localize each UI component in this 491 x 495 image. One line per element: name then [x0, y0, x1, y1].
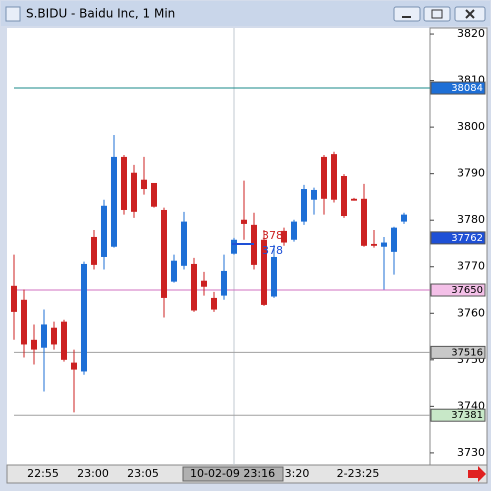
close-icon [465, 9, 475, 19]
price-label: 37516 [451, 347, 483, 358]
candle-body [11, 285, 17, 312]
candle-body [341, 175, 347, 217]
candle-body [381, 242, 387, 247]
annotation: 378 [262, 229, 283, 242]
price-label: 37650 [451, 285, 483, 296]
candle-body [211, 297, 217, 310]
y-tick-label: 3780 [457, 213, 485, 226]
candle-body [151, 182, 157, 207]
candle-body [261, 239, 267, 305]
x-tick-label: 3:20 [285, 467, 310, 480]
y-tick-label: 3770 [457, 260, 485, 273]
candle-body [21, 299, 27, 345]
minimize-button[interactable] [393, 6, 421, 22]
candle-body [321, 156, 327, 199]
price-label-box [430, 283, 486, 297]
candle-body [81, 263, 87, 372]
candle-body [301, 189, 307, 222]
candle-body [331, 154, 337, 200]
candle-body [41, 324, 47, 348]
candle-body [101, 205, 107, 257]
candle-body [371, 243, 377, 246]
candle-body [241, 219, 247, 224]
price-label-box [430, 345, 486, 359]
x-tick-label: 2-23:25 [337, 467, 380, 480]
candle-body [91, 236, 97, 265]
price-label: 38084 [451, 83, 483, 94]
maximize-icon [431, 9, 443, 19]
y-tick-label: 3760 [457, 306, 485, 319]
candle-body [401, 214, 407, 222]
crosshair-time-box [182, 466, 284, 482]
candle-body [171, 260, 177, 282]
y-tick-label: 3820 [457, 27, 485, 40]
candle-body [391, 227, 397, 252]
maximize-button[interactable] [423, 6, 451, 22]
price-label: 37381 [451, 410, 483, 421]
candle-body [61, 321, 67, 360]
price-label: 37762 [451, 233, 483, 244]
x-tick-label: 23:00 [77, 467, 109, 480]
candle-body [191, 263, 197, 311]
candle-body [141, 179, 147, 190]
candle-body [181, 221, 187, 266]
y-tick-label: 3790 [457, 167, 485, 180]
x-tick-label: 22:55 [27, 467, 59, 480]
candle-body [221, 270, 227, 296]
candle-body [31, 339, 37, 350]
candle-body [71, 362, 77, 370]
candle-body [291, 221, 297, 240]
price-label-box [430, 408, 486, 422]
candle-body [161, 209, 167, 298]
window-title: S.BIDU - Baidu Inc, 1 Min [26, 7, 175, 21]
window-icon[interactable] [5, 6, 21, 22]
y-tick-label: 3800 [457, 120, 485, 133]
y-tick-label: 3730 [457, 446, 485, 459]
candle-body [201, 280, 207, 287]
candle-body [111, 156, 117, 247]
annotation: 378 [262, 244, 283, 257]
scroll-arrow[interactable] [468, 466, 486, 482]
candle-body [361, 198, 367, 246]
x-tick-label: 23:05 [127, 467, 159, 480]
candle-body [51, 327, 57, 345]
candle-body [351, 198, 357, 201]
x-tick-label: 10-02-09 23:16 [190, 467, 275, 480]
candle-body [311, 189, 317, 200]
price-label-box [430, 81, 486, 95]
candle-body [281, 230, 287, 243]
candle-body [271, 256, 277, 297]
candle-body [131, 172, 137, 212]
plot-area [7, 28, 430, 465]
price-label-box [430, 231, 486, 245]
chart-layer: 3820381038003790378037703760375037403730… [11, 27, 486, 482]
candle-body [231, 239, 237, 254]
candle-body [121, 156, 127, 210]
